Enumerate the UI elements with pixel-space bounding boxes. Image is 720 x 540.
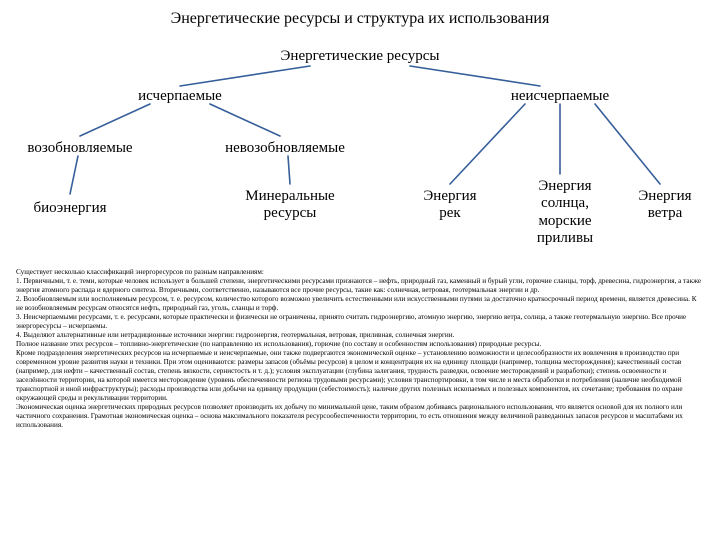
node-renew: возобновляемые <box>0 140 165 157</box>
node-wind: Энергия ветра <box>615 188 715 223</box>
edge <box>450 104 525 184</box>
edge <box>595 104 660 184</box>
node-mineral: Минеральные ресурсы <box>215 188 365 223</box>
edge <box>70 156 78 194</box>
edge <box>210 104 280 136</box>
edge <box>410 66 540 86</box>
edge <box>80 104 150 136</box>
node-inexh: неисчерпаемые <box>460 88 660 105</box>
diagram-title: Энергетические ресурсы и структура их ис… <box>80 10 640 28</box>
edge <box>288 156 290 184</box>
node-nonrenew: невозобновляемые <box>185 140 385 157</box>
node-rivers: Энергия рек <box>395 188 505 223</box>
edge <box>180 66 310 86</box>
node-root: Энергетические ресурсы <box>230 48 490 65</box>
body-paragraphs: Существует несколько классификаций энерг… <box>16 268 704 430</box>
node-exh: исчерпаемые <box>90 88 270 105</box>
node-sun: Энергия солнца, морские приливы <box>510 178 620 247</box>
node-bio: биоэнергия <box>0 200 140 217</box>
